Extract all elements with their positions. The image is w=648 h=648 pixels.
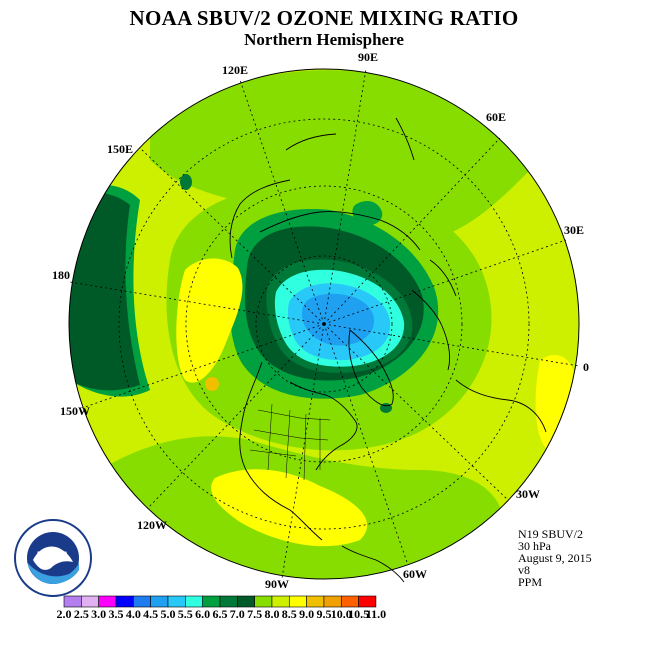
colorbar-tick-label: 11.0 (365, 607, 387, 621)
meridian-120e (239, 79, 325, 325)
colorbar-cell (63, 595, 82, 608)
coast-north-america (239, 361, 358, 541)
colorbar-cell (202, 595, 221, 608)
label-60w: 60W (403, 567, 427, 581)
colorbar-tick-label: 10.5 (348, 607, 370, 621)
colorbar-cell (271, 595, 290, 608)
colorbar-cell (358, 595, 377, 608)
colorbar-tick-label: 7.5 (247, 607, 263, 621)
colorbar-cell (340, 595, 359, 608)
colorbar-tick-label: 7.0 (229, 607, 245, 621)
info-instrument: N19 SBUV/2 (518, 527, 584, 541)
map-border (68, 68, 580, 580)
contour-4-5 (302, 293, 375, 346)
label-90w: 90W (265, 577, 289, 591)
label-0: 0 (583, 360, 589, 374)
noaa-logo: NOAA (14, 519, 92, 597)
colorbar-tick-label: 10.0 (330, 607, 352, 621)
meridian-0 (323, 323, 580, 367)
colorbar-cell (185, 595, 203, 608)
contour-7-0-small (352, 200, 383, 226)
colorbar-cell (323, 595, 342, 608)
coast-europe (411, 259, 457, 371)
latitude-circle-30 (118, 118, 530, 530)
coast-south-america (341, 545, 405, 583)
colorbar-tick-label: 5.5 (177, 607, 193, 621)
colorbar-cell (115, 595, 134, 608)
map-subtitle: Northern Hemisphere (244, 30, 404, 49)
colorbar-cell (254, 595, 273, 608)
graticule (69, 68, 580, 579)
map-title: NOAA SBUV/2 OZONE MIXING RATIO (129, 6, 519, 30)
contour-8-5-b (211, 469, 368, 547)
label-150e: 150E (107, 142, 134, 156)
colorbar-cells (63, 595, 377, 608)
colorbar-cell (98, 595, 117, 608)
colorbar-cell (288, 595, 307, 608)
colorbar-tick-label: 8.5 (281, 607, 297, 621)
contour-9-0 (205, 377, 219, 391)
label-150w: 150W (60, 404, 90, 418)
coast-greenland (348, 329, 394, 407)
colorbar-cell (81, 595, 99, 608)
colorbar-cell (306, 595, 325, 608)
colorbar-tick-label: 6.5 (212, 607, 228, 621)
state-borders (249, 403, 331, 481)
colorbar-tick-label: 6.0 (195, 607, 211, 621)
coast-asia-east (285, 117, 415, 161)
colorbar-tick-label: 2.0 (56, 607, 72, 621)
ozone-field (69, 69, 579, 579)
colorbar-cell (237, 595, 255, 608)
contour-8-5-a (176, 258, 243, 383)
coast-africa (455, 379, 547, 433)
colorbar-tick-label: 4.5 (143, 607, 159, 621)
label-30w: 30W (516, 487, 540, 501)
colorbar-tick-label: 9.5 (316, 607, 332, 621)
label-30e: 30E (564, 223, 585, 237)
colorbar-tick-label: 3.0 (91, 607, 107, 621)
meridian-90e (323, 68, 367, 325)
coast-asia (229, 179, 421, 259)
logo-text: NOAA (37, 550, 69, 562)
state-lines (249, 403, 331, 481)
colorbar-tick-label: 9.0 (299, 607, 315, 621)
colorbar-cell (133, 595, 151, 608)
colorbar-tick-label: 2.5 (73, 607, 89, 621)
label-120w: 120W (137, 518, 167, 532)
colorbar-tick-label: 5.0 (160, 607, 176, 621)
info-version: v8 (518, 563, 530, 577)
label-180: 180 (52, 268, 70, 282)
info-units: PPM (518, 575, 543, 589)
info-date: August 9, 2015 (518, 551, 592, 565)
label-60e: 60E (486, 110, 507, 124)
latitude-circle-50 (185, 185, 463, 463)
colorbar-tick-label: 8.0 (264, 607, 280, 621)
colorbar-cell (150, 595, 169, 608)
info-level: 30 hPa (518, 539, 551, 553)
label-120e: 120E (222, 63, 249, 77)
label-90e: 90E (358, 50, 379, 64)
coastlines (229, 117, 547, 583)
colorbar-cell (219, 595, 238, 608)
colorbar-cell (167, 595, 186, 608)
colorbar-tick-label: 3.5 (108, 607, 124, 621)
latitude-circle-70 (255, 255, 393, 393)
colorbar-tick-label: 4.0 (125, 607, 141, 621)
contour-7-0-dot (180, 174, 192, 190)
